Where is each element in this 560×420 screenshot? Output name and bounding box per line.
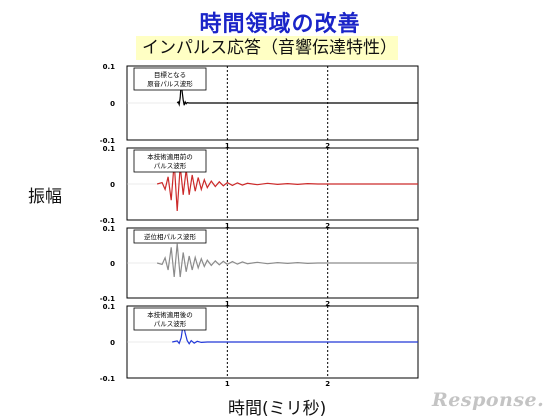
panel-1-ytick-label: 0 [110, 100, 115, 108]
panel-2-xtick-label: 1 [225, 222, 230, 230]
panel-2-waveform [156, 162, 418, 212]
panel-2-annotation-text: パルス波形 [154, 161, 187, 170]
y-axis-label: 振幅 [28, 187, 62, 207]
panel-3-ytick-label: -0.1 [100, 295, 115, 303]
panel-2-annotation-text: 本技術適用前の [147, 152, 193, 161]
panel-4-annotation-box [133, 307, 207, 331]
panel-2-ytick-label: 0.1 [103, 145, 116, 153]
panel-3-waveform [156, 243, 418, 278]
panel-1-xtick-label: 2 [325, 142, 330, 150]
panel-4-xtick-label: 2 [325, 380, 330, 388]
watermark-logo: Response. [432, 389, 545, 411]
panel-1-annotation-text: 原音パルス波形 [147, 79, 193, 88]
panel-4-waveform [172, 323, 418, 345]
panel-3-ytick-label: 0.1 [103, 225, 116, 233]
panel-4-annotation-text: 本技術適用後の [147, 310, 193, 319]
panel-2-ytick-label: -0.1 [100, 217, 115, 225]
panel-3-xtick-label: 1 [225, 300, 230, 308]
chart-subtitle: インパルス応答（音響伝達特性） [136, 36, 398, 60]
panel-4-xtick-label: 1 [225, 380, 230, 388]
panel-4-ytick-label: 0.1 [103, 303, 116, 311]
panel-2-ytick-label: 0 [110, 181, 115, 189]
x-axis-label: 時間(ミリ秒) [228, 399, 327, 419]
panel-4-ytick-label: -0.1 [100, 375, 115, 383]
panel-1-annotation-box [133, 67, 207, 91]
panel-3-annotation-text: 逆位相パルス波形 [144, 232, 197, 241]
page-title: 時間領域の改善 [199, 12, 361, 37]
panel-1-waveform [176, 82, 418, 107]
panel-1-ytick-label: 0.1 [103, 63, 116, 71]
panel-4-ytick-label: 0 [110, 339, 115, 347]
panel-3-annotation-box [133, 229, 207, 244]
panel-3-xtick-label: 2 [325, 300, 330, 308]
panel-2-annotation-box [133, 149, 207, 173]
panel-1-annotation-text: 目標となる [154, 70, 186, 79]
panel-4-annotation-text: パルス波形 [154, 319, 187, 328]
panel-1-ytick-label: -0.1 [100, 137, 115, 145]
panel-2-xtick-label: 2 [325, 222, 330, 230]
panel-1-xtick-label: 1 [225, 142, 230, 150]
panel-3-ytick-label: 0 [110, 260, 115, 268]
